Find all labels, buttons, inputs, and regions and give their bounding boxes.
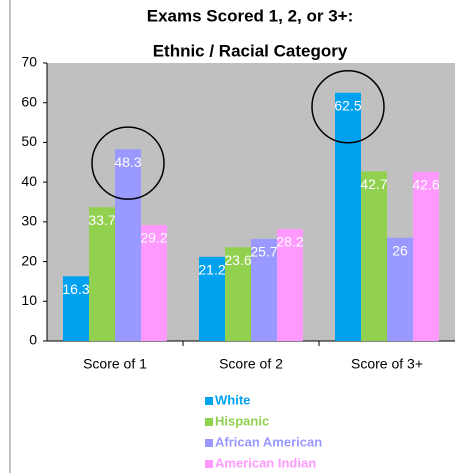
y-tick-label: 60 (21, 93, 37, 109)
bar (225, 247, 251, 341)
bar (199, 256, 225, 341)
value-label: 42.6 (412, 177, 439, 193)
legend-swatch (205, 397, 213, 405)
legend-label: American Indian (215, 455, 316, 470)
y-tick-label: 20 (21, 252, 37, 268)
bar (89, 207, 115, 341)
legend-label: White (215, 392, 250, 407)
bar (335, 92, 361, 342)
x-tick-label: Score of 2 (219, 356, 283, 372)
y-tick-label: 30 (21, 213, 37, 229)
value-label: 16.3 (62, 281, 89, 297)
y-tick-label: 50 (21, 133, 37, 149)
highlight-circle (311, 70, 385, 144)
x-tick-label: Score of 1 (83, 356, 147, 372)
legend-swatch (205, 418, 213, 426)
value-label: 21.2 (198, 262, 225, 278)
value-label: 33.7 (88, 212, 115, 228)
legend-label: Hispanic (215, 413, 269, 428)
bar (251, 238, 277, 341)
bar (277, 229, 303, 341)
value-label: 28.2 (276, 234, 303, 250)
bar (63, 276, 89, 341)
value-label: 48.3 (114, 154, 141, 170)
y-tick-label: 40 (21, 173, 37, 189)
x-tick-label: Score of 3+ (351, 356, 423, 372)
bar (361, 171, 387, 341)
value-label: 25.7 (250, 244, 277, 260)
legend-label: African American (215, 434, 322, 449)
legend-swatch (205, 460, 213, 468)
chart-title: Exams Scored 1, 2, or 3+: (147, 6, 353, 25)
y-tick-label: 0 (29, 332, 37, 348)
y-tick-label: 70 (21, 54, 37, 70)
highlight-circle (91, 126, 165, 200)
value-label: 42.7 (360, 176, 387, 192)
chart-subtitle: Ethnic / Racial Category (153, 41, 348, 60)
value-label: 23.6 (224, 252, 251, 268)
bar (387, 237, 413, 341)
bar (141, 225, 167, 341)
value-label: 62.5 (334, 97, 361, 113)
bar (413, 171, 439, 341)
value-label: 29.2 (140, 230, 167, 246)
value-label: 26 (392, 242, 408, 258)
legend-swatch (205, 439, 213, 447)
bar (115, 149, 141, 341)
y-tick-label: 10 (21, 292, 37, 308)
